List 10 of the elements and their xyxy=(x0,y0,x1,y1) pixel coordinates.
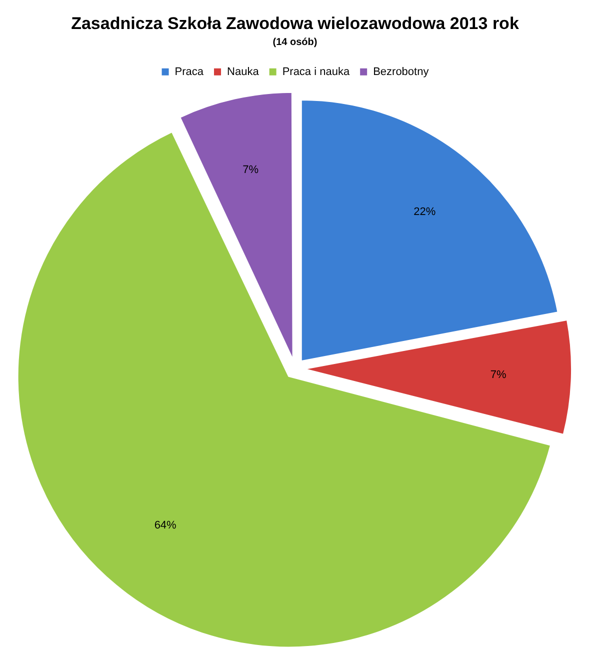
chart-title: Zasadnicza Szkoła Zawodowa wielozawodowa 2013 rok xyxy=(71,14,520,33)
legend-label: Nauka xyxy=(227,66,260,78)
legend-label: Praca xyxy=(174,66,204,78)
chart-subtitle: (14 osób) xyxy=(272,37,318,48)
data-label: 7% xyxy=(242,164,259,176)
data-label: 64% xyxy=(154,519,177,532)
legend-label: Praca i nauka xyxy=(282,66,350,78)
legend-label: Bezrobotny xyxy=(373,66,430,78)
data-label: 7% xyxy=(490,369,506,382)
data-label: 22% xyxy=(414,206,436,218)
